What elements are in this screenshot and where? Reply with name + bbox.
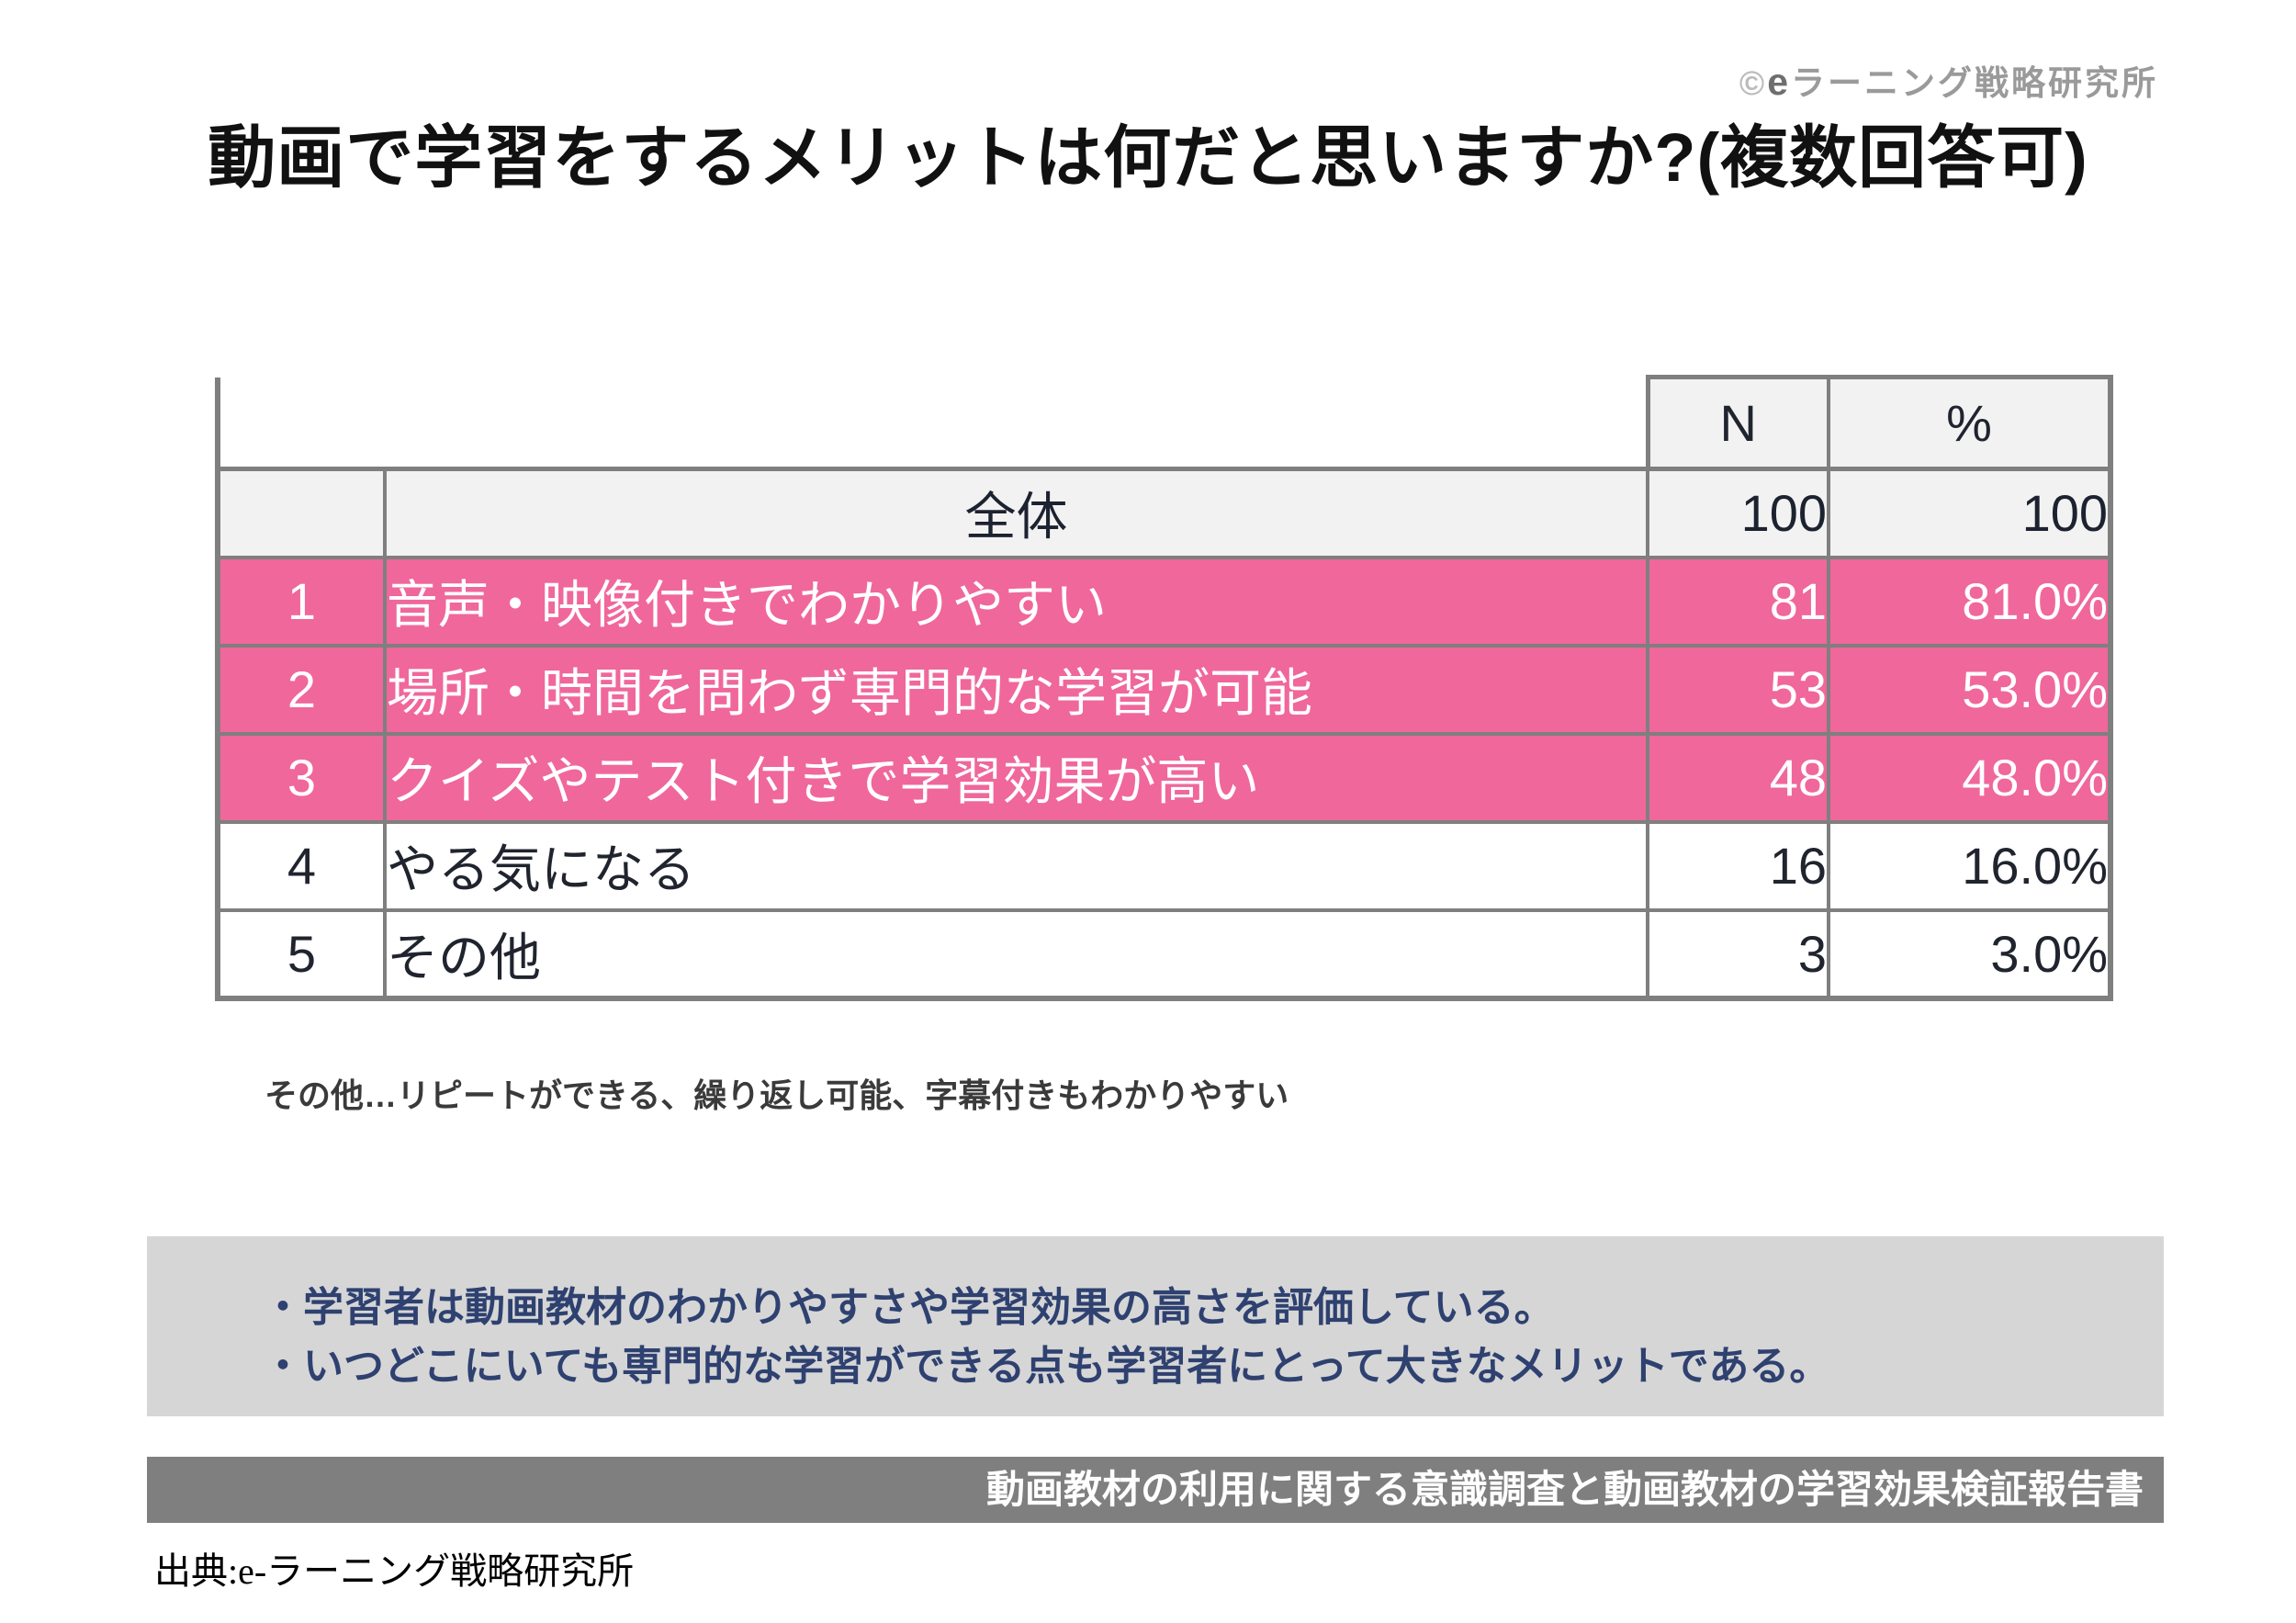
row-rank: 5 xyxy=(215,907,387,1001)
other-answers-note: その他…リピートができる、繰り返し可能、字幕付きもわかりやすい xyxy=(264,1076,1289,1114)
summary-box: ・学習者は動画教材のわかりやすさや学習効果の高さを評価している。 ・いつどこにい… xyxy=(147,1236,2164,1416)
summary-bullet: ・いつどこにいても専門的な学習ができる点も学習者にとって大きなメリットである。 xyxy=(263,1344,1830,1389)
overall-label: 全体 xyxy=(383,467,1649,559)
row-n-value: 48 xyxy=(1646,731,1830,824)
overall-rank-cell xyxy=(215,467,387,559)
row-percent-value: 81.0% xyxy=(1827,555,2113,648)
column-header-row: N % xyxy=(215,375,2113,471)
table-row: 5 その他 3 3.0% xyxy=(215,907,2113,1001)
column-header-percent: % xyxy=(1827,375,2113,471)
row-label: やる気になる xyxy=(383,819,1649,912)
header-spacer-cell xyxy=(215,377,385,469)
row-n-value: 81 xyxy=(1646,555,1830,648)
row-percent-value: 48.0% xyxy=(1827,731,2113,824)
copyright-logo-text: ラーニング戦略研究所 xyxy=(1791,64,2158,102)
row-rank: 2 xyxy=(215,643,387,736)
summary-bullet: ・学習者は動画教材のわかりやすさや学習効果の高さを評価している。 xyxy=(263,1285,1555,1330)
row-label: 音声・映像付きでわかりやすい xyxy=(383,555,1649,648)
row-label: クイズやテスト付きで学習効果が高い xyxy=(383,731,1649,824)
source-credit: 出典:e-ラーニング戦略研究所 xyxy=(154,1550,635,1592)
table-row: 1 音声・映像付きでわかりやすい 81 81.0% xyxy=(215,555,2113,648)
table-row: 2 場所・時間を問わず専門的な学習が可能 53 53.0% xyxy=(215,643,2113,736)
column-header-n: N xyxy=(1645,375,1830,471)
row-rank: 1 xyxy=(215,555,387,648)
header-spacer-cell xyxy=(385,377,1648,469)
row-n-value: 53 xyxy=(1646,643,1830,736)
copyright-symbol: © xyxy=(1739,64,1768,102)
page-title: 動画で学習をするメリットは何だと思いますか?(複数回答可) xyxy=(208,119,2088,196)
overall-n-value: 100 xyxy=(1646,467,1830,559)
row-percent-value: 16.0% xyxy=(1827,819,2113,912)
table-row: 4 やる気になる 16 16.0% xyxy=(215,819,2113,912)
report-title-bar: 動画教材の利用に関する意識調査と動画教材の学習効果検証報告書 xyxy=(147,1457,2164,1523)
row-n-value: 3 xyxy=(1646,907,1830,1001)
row-percent-value: 3.0% xyxy=(1827,907,2113,1001)
overall-percent-value: 100 xyxy=(1827,467,2113,559)
row-rank: 4 xyxy=(215,819,387,912)
elearning-logo-mark: e xyxy=(1767,61,1791,103)
table-row: 3 クイズやテスト付きで学習効果が高い 48 48.0% xyxy=(215,731,2113,824)
row-percent-value: 53.0% xyxy=(1827,643,2113,736)
row-label: 場所・時間を問わず専門的な学習が可能 xyxy=(383,643,1649,736)
row-rank: 3 xyxy=(215,731,387,824)
row-label: その他 xyxy=(383,907,1649,1001)
overall-row: 全体 100 100 xyxy=(215,467,2113,559)
row-n-value: 16 xyxy=(1646,819,1830,912)
copyright-logo: ©eラーニング戦略研究所 xyxy=(1739,55,2158,105)
survey-results-table: N % 全体 100 100 1 音声・映像付きでわかりやすい 81 81.0%… xyxy=(215,375,2113,1001)
